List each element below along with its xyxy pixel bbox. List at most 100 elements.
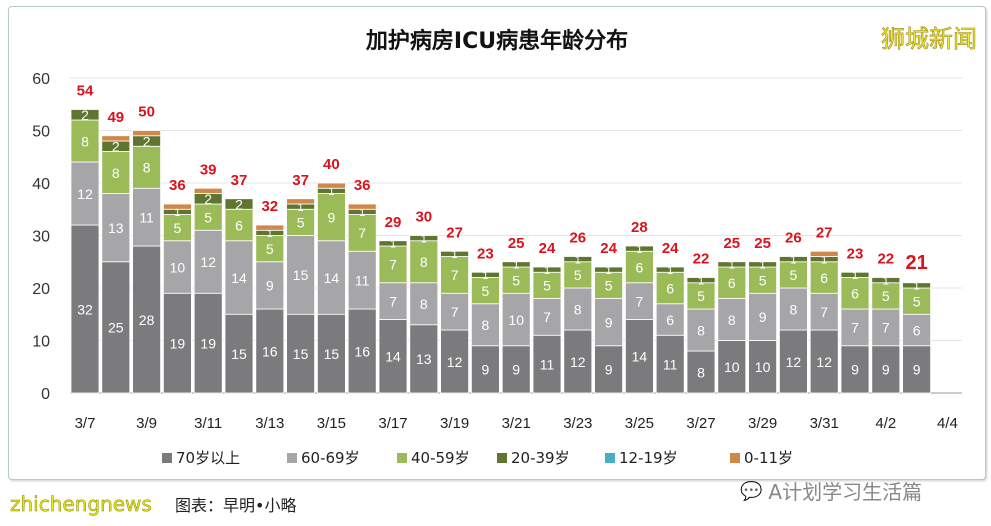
segment-label: 1	[914, 281, 920, 293]
bar-segment	[717, 261, 747, 268]
bar-segment	[470, 303, 500, 347]
segment-label: 8	[143, 160, 151, 176]
segment-label: 8	[112, 165, 120, 181]
segment-label: 9	[913, 362, 921, 378]
segment-label: 15	[231, 346, 247, 362]
y-tick-label: 30	[32, 229, 50, 246]
bar-segment	[902, 313, 931, 347]
segment-label: 9	[266, 278, 274, 294]
bar-segment	[162, 203, 192, 210]
bar-segment	[224, 240, 254, 315]
segment-label: 8	[728, 312, 736, 328]
total-label: 22	[693, 251, 710, 268]
bar-segment	[655, 271, 685, 305]
total-label: 25	[754, 235, 771, 252]
bar-segment	[409, 324, 439, 394]
segment-label: 28	[139, 312, 155, 328]
x-tick-label: 3/27	[686, 415, 715, 432]
bar-segment	[501, 261, 531, 268]
segment-label: 12	[816, 354, 832, 370]
total-label: 49	[107, 109, 124, 126]
total-label: 28	[631, 219, 648, 236]
bar-segment	[717, 298, 747, 341]
segment-label: 7	[882, 320, 890, 336]
x-tick-label: 3/31	[810, 415, 839, 432]
segment-label: 9	[328, 209, 336, 225]
segment-label: 11	[663, 356, 678, 372]
bar-segment	[809, 250, 839, 257]
legend-label: 20-39岁	[511, 449, 570, 467]
segment-label: 5	[266, 241, 274, 257]
y-tick-label: 10	[32, 334, 50, 351]
segment-label: 19	[170, 335, 186, 351]
legend-label: 0-11岁	[744, 449, 793, 467]
bar-segment	[440, 250, 470, 257]
x-tick-label: 3/29	[748, 415, 777, 432]
bar-segment	[193, 203, 223, 231]
bar-segment	[686, 277, 716, 284]
total-label: 27	[816, 224, 833, 241]
segment-label: 1	[513, 260, 519, 272]
bar-segment	[625, 282, 654, 320]
bar-segment	[655, 266, 685, 273]
total-label: 25	[723, 235, 740, 252]
bar-segment	[347, 203, 377, 210]
segment-label: 5	[204, 209, 212, 225]
bar-segment	[193, 229, 223, 294]
segment-label: 8	[420, 296, 428, 312]
segment-label: 9	[851, 362, 859, 378]
segment-label: 7	[636, 293, 644, 309]
segment-label: 5	[543, 278, 551, 294]
segment-label: 5	[174, 220, 182, 236]
total-label: 21	[905, 252, 927, 274]
segment-label: 15	[293, 346, 309, 362]
segment-label: 9	[482, 362, 490, 378]
total-label: 36	[169, 177, 186, 194]
total-label: 22	[877, 251, 894, 268]
y-tick-label: 20	[32, 281, 50, 298]
bar-segment	[193, 292, 223, 394]
bar-segment	[193, 187, 223, 194]
bar-segment	[871, 282, 901, 310]
bar-segment	[470, 271, 500, 278]
total-label: 54	[77, 83, 94, 100]
bar-segment	[409, 282, 439, 326]
bar-segment	[809, 292, 839, 331]
bar-segment	[501, 345, 531, 394]
bar-segment	[532, 271, 562, 299]
total-label: 32	[261, 198, 278, 215]
bar-segment	[378, 245, 408, 284]
segment-label: 11	[139, 209, 154, 225]
segment-label: 1	[790, 254, 796, 266]
bar-segment	[378, 319, 408, 394]
wechat-watermark: 💬 A计划学习生活篇	[740, 480, 922, 504]
x-tick-label: 4/4	[937, 415, 958, 432]
bar-segment	[101, 261, 131, 394]
segment-label: 1	[821, 254, 827, 266]
total-label: 39	[200, 161, 217, 178]
segment-label: 13	[416, 351, 432, 367]
segment-label: 6	[728, 275, 736, 291]
bar-segment	[347, 214, 377, 252]
x-tick-label: 3/21	[502, 415, 531, 432]
segment-label: 7	[820, 304, 828, 320]
bar-segment	[286, 235, 316, 315]
segment-label: 1	[390, 239, 396, 251]
x-tick-label: 4/2	[875, 415, 896, 432]
segment-label: 1	[760, 260, 766, 272]
segment-label: 16	[354, 343, 370, 359]
segment-label: 2	[81, 107, 89, 123]
bar-segment	[409, 240, 439, 284]
x-tick-label: 3/17	[378, 415, 407, 432]
segment-label: 1	[452, 249, 458, 261]
bar-segment	[625, 245, 654, 252]
segment-label: 1	[298, 202, 304, 214]
bar-segment	[902, 345, 931, 394]
segment-label: 2	[143, 133, 151, 149]
bar-segment	[101, 193, 131, 263]
bar-segment	[594, 345, 623, 394]
segment-label: 7	[358, 225, 366, 241]
segment-label: 14	[385, 349, 401, 365]
bar-segment	[316, 193, 346, 242]
segment-label: 7	[389, 293, 397, 309]
